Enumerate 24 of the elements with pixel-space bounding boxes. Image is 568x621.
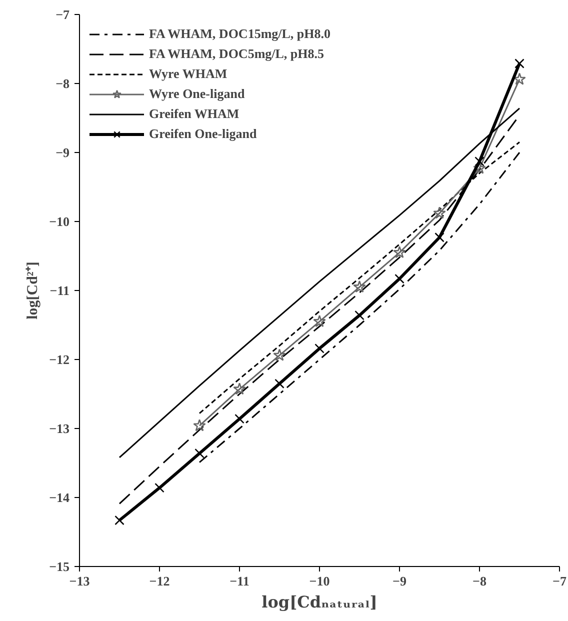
x-tick-label: −10 (309, 574, 330, 588)
x-tick-label: −7 (552, 574, 567, 588)
y-tick-label: −10 (49, 214, 70, 229)
y-tick-label: −7 (56, 7, 70, 22)
y-tick-label: −13 (49, 421, 70, 436)
y-tick-label: −9 (56, 145, 70, 160)
legend-label: FA WHAM, DOC15mg/L, pH8.0 (149, 26, 331, 42)
legend-label: Greifen One-ligand (149, 126, 257, 142)
x-tick-label: −13 (69, 574, 90, 588)
x-axis-title: log[Cdₙₐₜᵤᵣₐₗ] (262, 592, 378, 612)
y-tick-label: −8 (56, 76, 70, 91)
x-tick-label: −11 (230, 574, 250, 588)
legend-label: FA WHAM, DOC5mg/L, pH8.5 (149, 46, 324, 62)
x-tick-label: −8 (472, 574, 487, 588)
y-tick-label: −14 (49, 490, 70, 505)
y-axis-title: log[Cd²⁺] (25, 262, 42, 320)
legend-label: Wyre One-ligand (149, 86, 245, 102)
legend-label: Greifen WHAM (149, 106, 240, 122)
x-tick-label: −12 (149, 574, 170, 588)
x-tick-label: −9 (392, 574, 407, 588)
y-tick-label: −11 (50, 283, 70, 298)
y-tick-label: −12 (49, 352, 70, 367)
legend-label: Wyre WHAM (149, 66, 228, 82)
y-tick-label: −15 (49, 559, 70, 574)
